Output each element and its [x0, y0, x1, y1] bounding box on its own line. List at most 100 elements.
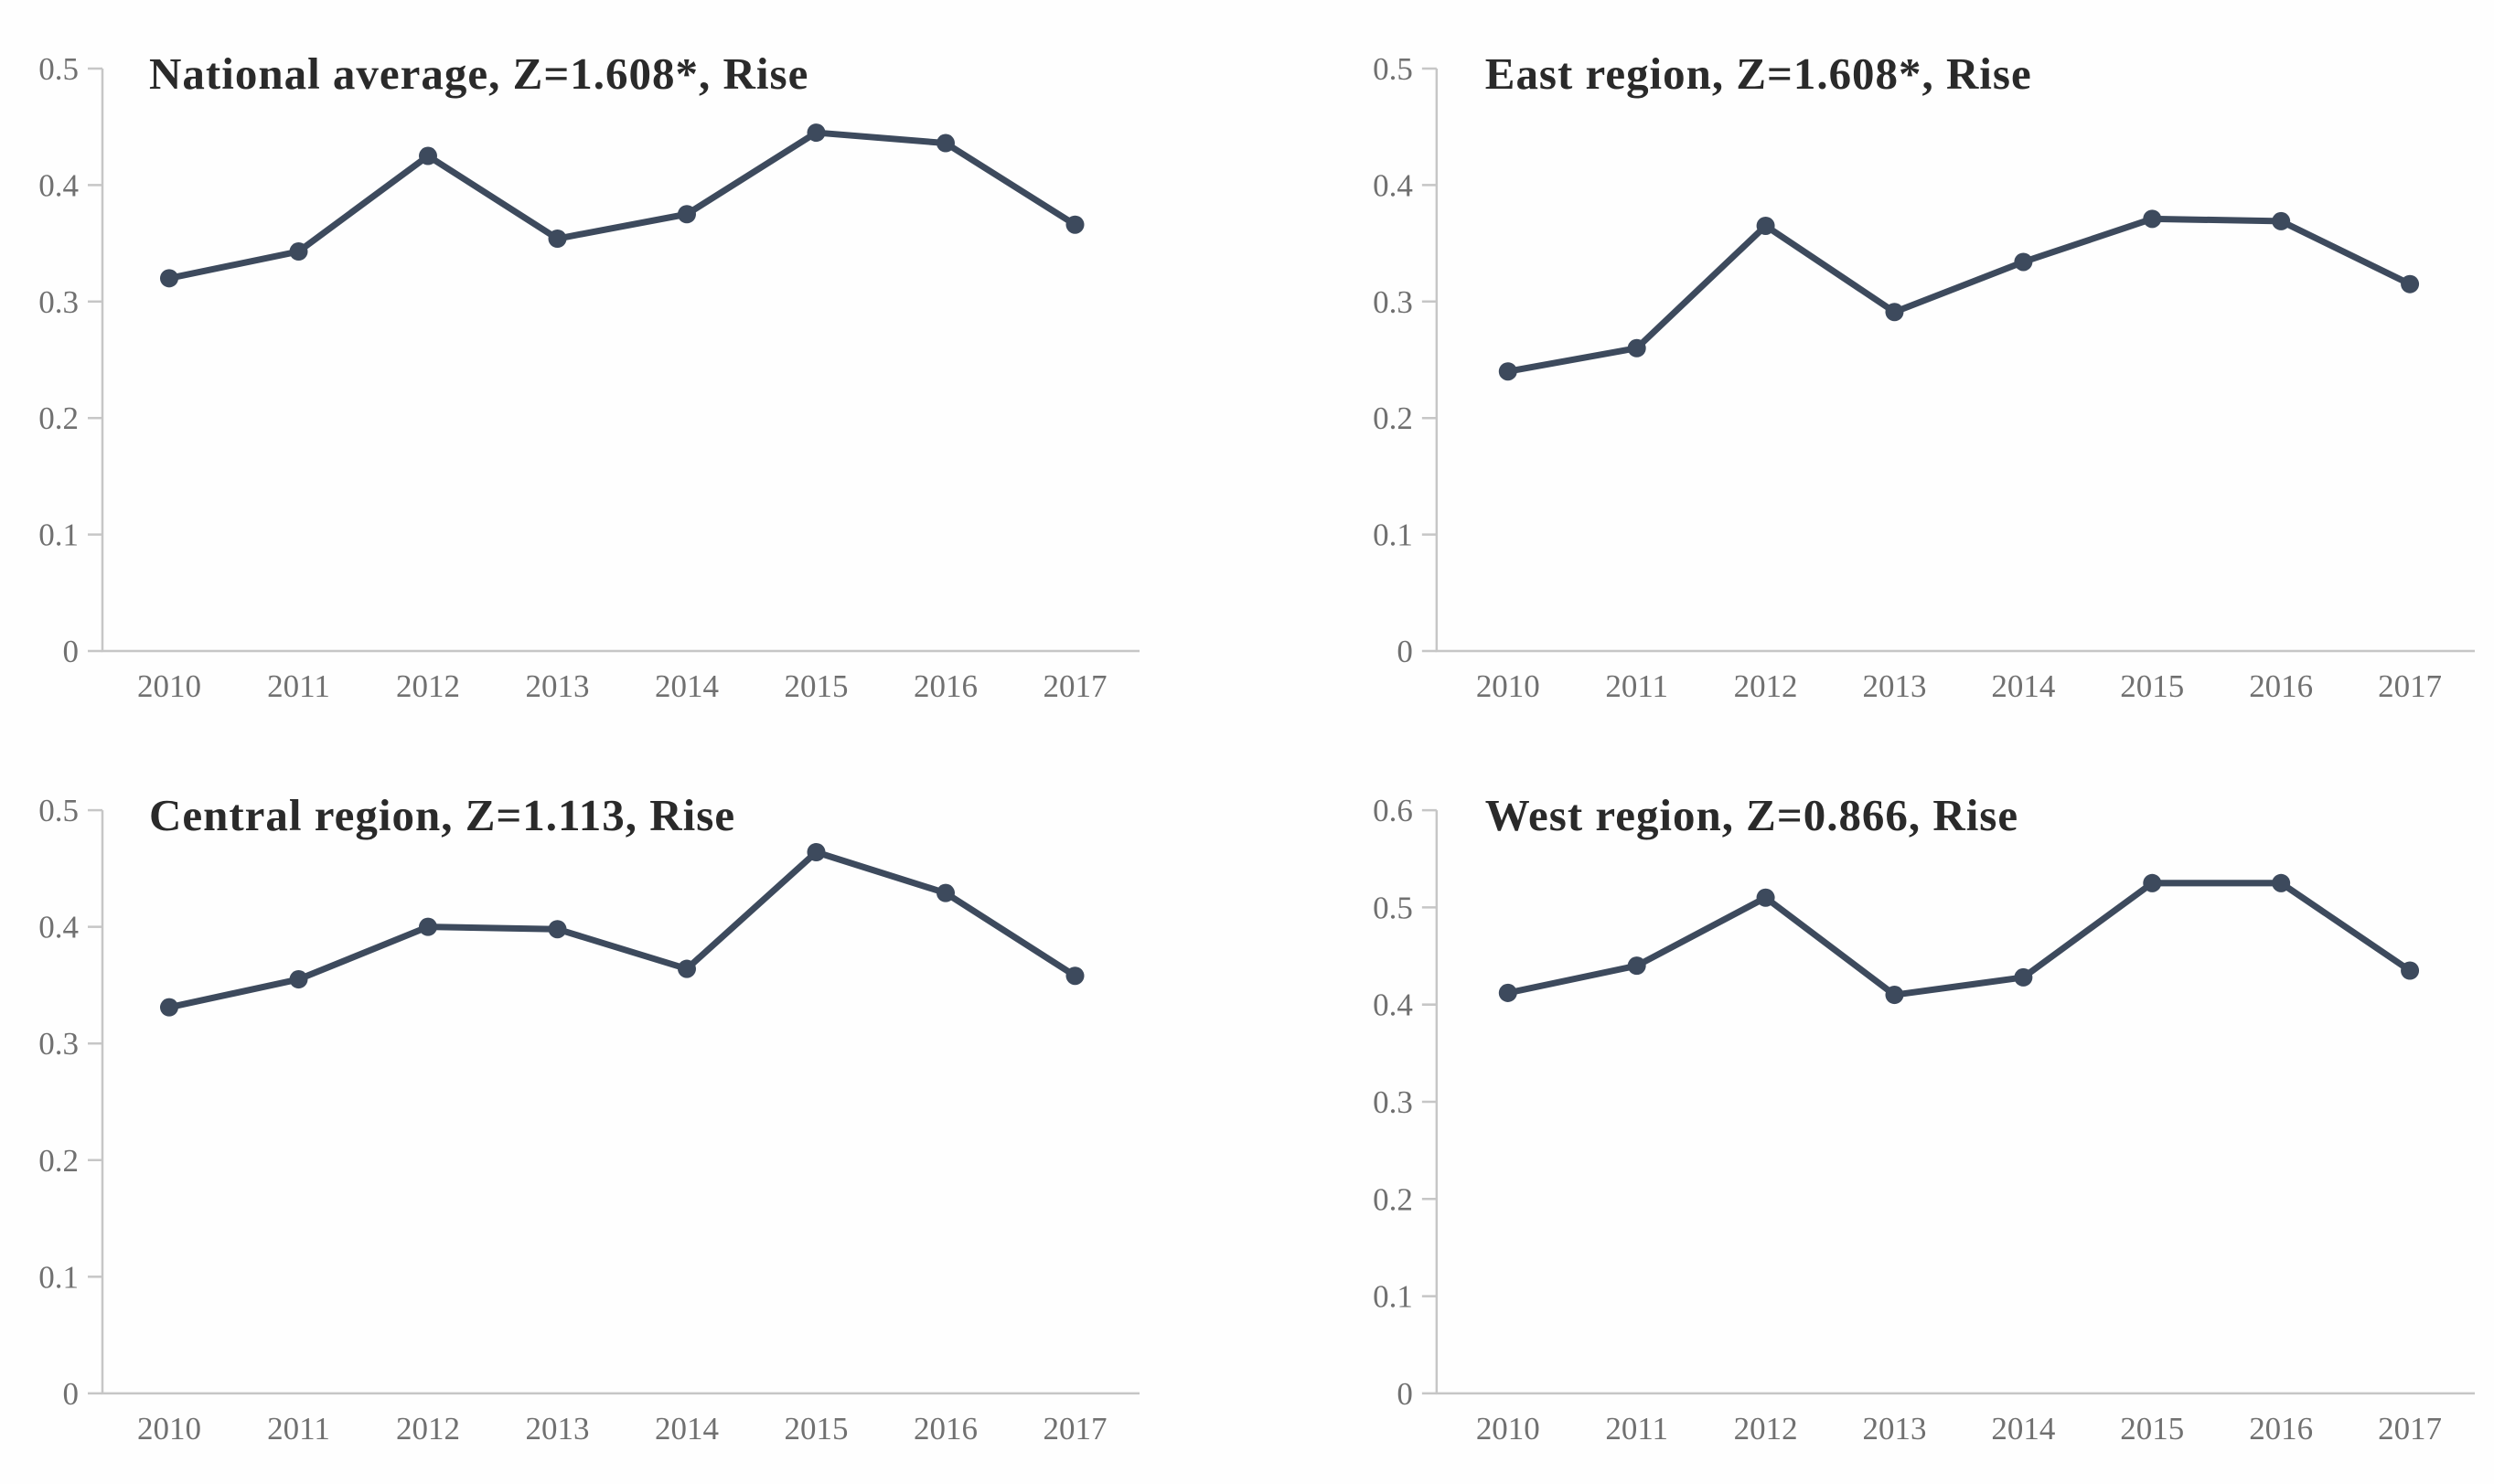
data-point: [2143, 209, 2162, 229]
data-point: [1885, 303, 1904, 322]
data-point: [2014, 252, 2033, 272]
x-tick-label: 2012: [396, 1411, 460, 1447]
x-tick-label: 2017: [2378, 668, 2442, 704]
y-tick-label: 0.2: [1373, 1181, 1413, 1217]
y-tick-label: 0: [62, 1376, 79, 1412]
chart-east-region: East region, Z=1.608*, Rise 0 0.1 0.2 0.3 0.…: [1247, 0, 2494, 742]
x-tick-label: 2010: [1476, 1411, 1540, 1447]
x-tick-label: 2013: [1863, 668, 1927, 704]
x-tick-label: 2014: [655, 668, 719, 704]
data-point: [289, 242, 308, 262]
data-point: [678, 959, 696, 978]
y-tick-label: 0.5: [1373, 890, 1413, 925]
data-point: [1498, 983, 1517, 1002]
y-tick-label: 0.3: [1373, 284, 1413, 320]
data-point: [2272, 211, 2291, 230]
chart-title: West region, Z=0.866, Rise: [1485, 790, 2018, 840]
data-point: [937, 133, 955, 153]
y-tick-label: 0.3: [38, 1026, 79, 1062]
data-point: [548, 920, 567, 939]
data-point: [160, 269, 178, 288]
axes: [101, 810, 1140, 1395]
axes: [1435, 69, 2476, 653]
data-point: [1627, 338, 1646, 358]
west-region-line-chart: West region, Z=0.866, Rise 0 0.1 0.2 0.3 0.4…: [1373, 790, 2476, 1447]
data-point: [678, 205, 696, 224]
x-tick-label: 2010: [137, 668, 201, 704]
east-region-line-chart: East region, Z=1.608*, Rise 0 0.1 0.2 0.3 0.…: [1373, 48, 2476, 704]
x-tick-label: 2015: [2120, 1411, 2184, 1447]
data-point: [548, 230, 567, 249]
y-tick-label: 0.5: [38, 51, 79, 87]
x-tick-label: 2015: [2120, 668, 2184, 704]
x-tick-label: 2011: [1605, 1411, 1668, 1447]
x-tick-label: 2015: [785, 1411, 849, 1447]
y-tick-label: 0.4: [1373, 167, 1413, 203]
x-tick-label: 2015: [785, 668, 849, 704]
x-tick-label: 2011: [1605, 668, 1668, 704]
y-tick-label: 0.1: [38, 1259, 79, 1295]
y-tick-label: 0.2: [38, 400, 79, 436]
x-tick-label: 2012: [1734, 668, 1798, 704]
x-tick-label: 2012: [396, 668, 460, 704]
y-tick-label: 0.5: [1373, 51, 1413, 87]
data-point: [1756, 216, 1775, 235]
data-line: [166, 849, 1078, 1011]
chart-national-average: National average, Z=1.608*, Rise 0 0.1 0.2…: [0, 0, 1247, 742]
national-average-line-chart: National average, Z=1.608*, Rise 0 0.1 0.2…: [38, 48, 1140, 704]
x-tick-label: 2011: [267, 1411, 330, 1447]
y-tick-label: 0: [1397, 1376, 1412, 1412]
x-tick-label: 2013: [1863, 1411, 1927, 1447]
x-tick-label: 2017: [2378, 1411, 2442, 1447]
data-point: [807, 843, 826, 862]
data-point: [1627, 956, 1646, 976]
chart-title: National average, Z=1.608*, Rise: [149, 48, 808, 99]
data-line: [1504, 880, 2414, 998]
data-point: [937, 883, 955, 902]
data-point: [2401, 274, 2420, 294]
y-tick-label: 0: [1397, 634, 1412, 669]
data-point: [1756, 888, 1775, 907]
data-point: [2272, 873, 2291, 892]
data-point: [419, 917, 437, 936]
axes: [101, 69, 1140, 653]
x-tick-label: 2017: [1044, 1411, 1108, 1447]
data-line: [1504, 215, 2414, 375]
data-line: [166, 129, 1078, 282]
x-tick-label: 2016: [2249, 668, 2313, 704]
x-tick-label: 2016: [914, 668, 978, 704]
central-region-line-chart: Central region, Z=1.113, Rise 0 0.1 0.2 0.3…: [38, 790, 1140, 1447]
data-point: [2401, 961, 2420, 980]
data-point: [419, 146, 437, 165]
y-tick-label: 0.1: [1373, 518, 1413, 553]
y-tick-label: 0.5: [38, 793, 79, 828]
x-tick-label: 2011: [267, 668, 330, 704]
y-tick-label: 0.4: [38, 910, 79, 945]
x-tick-label: 2013: [526, 668, 590, 704]
y-tick-label: 0.6: [1373, 793, 1413, 828]
x-tick-label: 2014: [655, 1411, 719, 1447]
data-point: [2014, 967, 2033, 987]
y-tick-label: 0.3: [38, 284, 79, 320]
x-tick-label: 2012: [1734, 1411, 1798, 1447]
x-tick-label: 2013: [526, 1411, 590, 1447]
x-tick-label: 2016: [914, 1411, 978, 1447]
data-point: [1065, 966, 1085, 986]
chart-title: East region, Z=1.608*, Rise: [1485, 48, 2032, 99]
y-tick-label: 0.2: [38, 1143, 79, 1179]
y-tick-label: 0.1: [38, 518, 79, 553]
y-tick-label: 0.1: [1373, 1279, 1413, 1315]
x-tick-label: 2010: [137, 1411, 201, 1447]
axes: [1435, 810, 2476, 1395]
x-tick-label: 2014: [1991, 1411, 2055, 1447]
x-tick-label: 2017: [1044, 668, 1108, 704]
data-point: [289, 970, 308, 989]
y-tick-label: 0.4: [38, 167, 79, 203]
x-tick-label: 2014: [1991, 668, 2055, 704]
data-point: [2143, 873, 2162, 892]
y-tick-label: 0.2: [1373, 400, 1413, 436]
y-tick-label: 0.3: [1373, 1084, 1413, 1120]
y-tick-label: 0.4: [1373, 988, 1413, 1023]
x-tick-label: 2010: [1476, 668, 1540, 704]
